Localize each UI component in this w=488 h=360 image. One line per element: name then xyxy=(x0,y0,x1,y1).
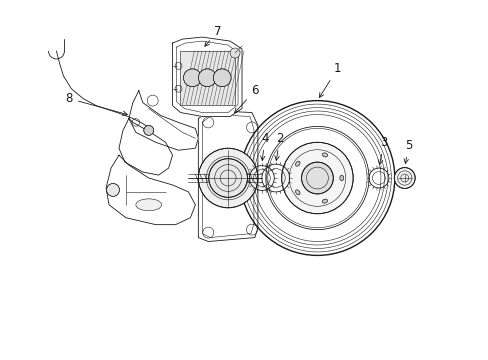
Polygon shape xyxy=(172,37,242,117)
Ellipse shape xyxy=(322,199,327,203)
Text: 7: 7 xyxy=(204,24,222,46)
Circle shape xyxy=(208,159,247,197)
Text: 5: 5 xyxy=(403,139,411,163)
Circle shape xyxy=(281,142,352,214)
Polygon shape xyxy=(119,118,172,175)
Polygon shape xyxy=(106,155,195,225)
Polygon shape xyxy=(198,111,257,242)
Circle shape xyxy=(198,69,216,87)
Circle shape xyxy=(301,162,333,194)
Polygon shape xyxy=(180,51,235,105)
Circle shape xyxy=(198,148,257,208)
Text: 4: 4 xyxy=(260,132,268,161)
Text: 8: 8 xyxy=(65,92,127,116)
Polygon shape xyxy=(129,91,198,150)
Text: 6: 6 xyxy=(234,84,258,113)
Circle shape xyxy=(230,48,240,58)
Circle shape xyxy=(213,69,231,87)
Ellipse shape xyxy=(322,153,327,157)
Ellipse shape xyxy=(339,175,343,181)
Ellipse shape xyxy=(295,161,299,166)
Text: 2: 2 xyxy=(274,132,283,161)
Circle shape xyxy=(106,184,119,196)
Circle shape xyxy=(183,69,201,87)
Ellipse shape xyxy=(295,190,299,195)
Text: 1: 1 xyxy=(319,62,340,98)
Circle shape xyxy=(143,125,153,135)
Text: 3: 3 xyxy=(378,136,387,165)
Ellipse shape xyxy=(136,199,162,211)
Circle shape xyxy=(393,168,414,188)
